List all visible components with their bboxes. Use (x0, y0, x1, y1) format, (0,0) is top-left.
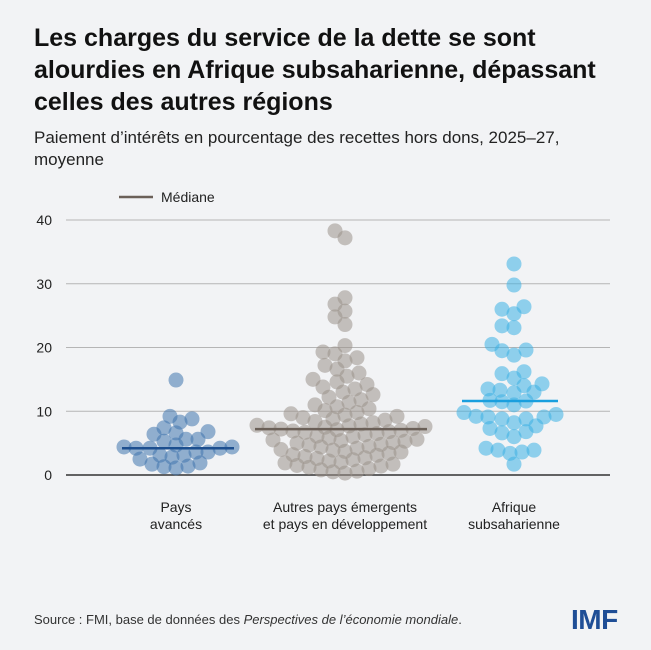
source-note: Source : FMI, base de données des Perspe… (34, 612, 462, 627)
data-point (168, 372, 184, 388)
data-point (349, 463, 365, 479)
data-point (164, 449, 180, 465)
data-point (285, 447, 301, 463)
data-point (265, 432, 281, 448)
data-point (337, 338, 353, 354)
data-point (162, 408, 178, 424)
data-point (494, 318, 510, 334)
data-point (456, 405, 472, 421)
data-point (351, 365, 367, 381)
y-tick-label: 30 (36, 276, 52, 292)
data-point (518, 411, 534, 427)
data-point (518, 342, 534, 358)
data-point (176, 447, 192, 463)
source-prefix: Source : FMI, base de données des (34, 612, 244, 627)
data-point (377, 412, 393, 428)
data-point (297, 449, 313, 465)
category-label: Autres pays émergents (273, 499, 417, 515)
source-suffix: . (458, 612, 462, 627)
data-point (309, 450, 325, 466)
data-point (337, 290, 353, 306)
data-point (307, 397, 323, 413)
data-point (494, 425, 510, 441)
data-point (484, 336, 500, 352)
data-point (116, 439, 132, 455)
category-label: avancés (150, 516, 202, 532)
legend-label: Médiane (161, 189, 215, 205)
data-point (317, 357, 333, 373)
data-point (295, 410, 311, 426)
source-title: Perspectives de l’économie mondiale (243, 612, 459, 627)
category-label: subsaharienne (468, 516, 560, 532)
data-point (482, 420, 498, 436)
data-point (480, 409, 496, 425)
data-point (506, 429, 522, 445)
data-point (184, 411, 200, 427)
data-point (506, 415, 522, 431)
data-point (502, 445, 518, 461)
y-tick-label: 20 (36, 340, 52, 356)
data-point (285, 423, 301, 439)
y-tick-label: 40 (36, 212, 52, 228)
data-point (389, 408, 405, 424)
data-point (468, 408, 484, 424)
data-point (156, 420, 172, 436)
data-point (224, 439, 240, 455)
y-tick-label: 10 (36, 403, 52, 419)
data-point (261, 420, 277, 436)
chart-title: Les charges du service de la dette se so… (34, 24, 596, 116)
data-point (327, 223, 343, 239)
data-point (516, 299, 532, 315)
data-point (506, 256, 522, 272)
data-point (289, 435, 305, 451)
data-point (359, 376, 375, 392)
data-point (480, 381, 496, 397)
category-label: Pays (160, 499, 191, 515)
data-point (349, 440, 365, 456)
y-tick-label: 0 (44, 467, 52, 483)
data-point (492, 382, 508, 398)
data-point (478, 440, 494, 456)
data-point (494, 411, 510, 427)
data-point (494, 366, 510, 382)
legend: Médiane (119, 189, 215, 205)
data-point (494, 301, 510, 317)
data-point (506, 277, 522, 293)
data-point (536, 409, 552, 425)
data-point (315, 344, 331, 360)
data-point (307, 413, 323, 429)
chart-subtitle: Paiement d’intérêts en pourcentage des r… (34, 128, 560, 169)
data-point (305, 371, 321, 387)
data-point (506, 320, 522, 336)
data-point (249, 417, 265, 433)
data-point (548, 406, 564, 422)
data-point (490, 442, 506, 458)
data-point (347, 381, 363, 397)
imf-logo: IMF (571, 604, 618, 635)
data-point (516, 364, 532, 380)
data-point (200, 424, 216, 440)
data-point (393, 422, 409, 438)
category-label: Afrique (492, 499, 537, 515)
data-point (361, 438, 377, 454)
data-point (283, 406, 299, 422)
category-label: et pays en développement (263, 516, 427, 532)
data-point (514, 444, 530, 460)
data-point (327, 346, 343, 362)
data-point (353, 416, 369, 432)
data-point (365, 415, 381, 431)
data-point (526, 442, 542, 458)
data-point (506, 347, 522, 363)
data-point (534, 376, 550, 392)
data-point (349, 405, 365, 421)
data-point (349, 350, 365, 366)
data-point (417, 419, 433, 435)
